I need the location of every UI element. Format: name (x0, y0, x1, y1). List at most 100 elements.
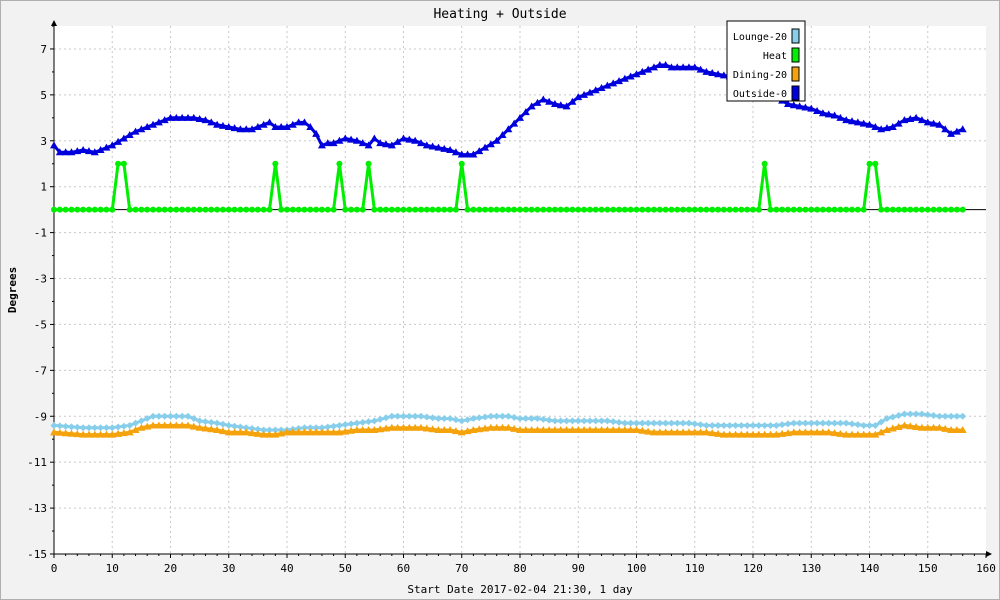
data-point (73, 430, 82, 438)
data-point (277, 429, 286, 437)
data-point (67, 148, 76, 156)
data-point (586, 417, 594, 425)
data-point (412, 206, 419, 213)
data-point (731, 430, 740, 438)
data-point (393, 137, 402, 145)
data-point (481, 413, 489, 421)
data-point (603, 417, 611, 425)
series-outside-0 (50, 61, 967, 158)
data-point (557, 417, 565, 425)
data-point (749, 430, 757, 438)
data-point (895, 411, 903, 419)
data-point (592, 417, 600, 425)
data-point (423, 206, 430, 213)
data-point (284, 206, 290, 213)
data-point (726, 206, 733, 213)
data-point (190, 206, 197, 213)
data-point (260, 426, 268, 434)
data-point (539, 426, 548, 434)
data-point (160, 421, 169, 429)
data-point (784, 206, 791, 213)
data-point (376, 425, 385, 433)
data-point (824, 110, 833, 118)
data-point (773, 206, 780, 213)
data-point (935, 120, 944, 128)
x-tick-label: 60 (397, 562, 410, 575)
data-point (422, 424, 431, 432)
data-point (597, 83, 606, 91)
data-point (906, 114, 915, 122)
x-tick-label: 30 (222, 562, 235, 575)
data-point (749, 421, 757, 429)
data-point (568, 97, 577, 105)
data-point (789, 428, 798, 436)
data-point (521, 426, 530, 434)
data-point (131, 127, 140, 135)
data-point (125, 428, 134, 436)
data-point (183, 113, 192, 121)
data-point (941, 412, 949, 420)
data-point (440, 144, 449, 152)
data-point (504, 125, 513, 133)
data-point (347, 135, 356, 143)
data-point (190, 415, 198, 423)
data-point (813, 106, 822, 114)
data-point (358, 139, 367, 147)
data-point (796, 206, 803, 213)
data-point (917, 116, 926, 124)
data-point (935, 423, 944, 431)
data-point (942, 206, 949, 213)
data-point (219, 206, 226, 213)
data-point (958, 426, 967, 434)
data-point (499, 206, 506, 213)
data-point (882, 124, 891, 132)
data-point (801, 419, 809, 427)
data-point (527, 426, 536, 434)
data-point (178, 412, 186, 420)
data-point (906, 422, 915, 430)
data-point (860, 206, 867, 213)
data-point (469, 426, 478, 434)
data-point (819, 419, 827, 427)
data-point (237, 206, 244, 213)
plot-area (54, 26, 986, 554)
data-point (97, 424, 105, 432)
data-point (504, 412, 512, 420)
data-point (207, 118, 216, 126)
data-point (405, 135, 414, 143)
data-point (842, 430, 851, 438)
data-point (126, 206, 133, 213)
data-point (574, 417, 582, 425)
data-point (649, 63, 658, 71)
data-point (283, 428, 291, 436)
data-point (684, 63, 693, 71)
data-point (621, 206, 628, 213)
data-point (271, 123, 280, 131)
data-point (243, 206, 250, 213)
y-tick-label: 1 (40, 181, 47, 194)
data-point (883, 206, 890, 213)
data-point (772, 421, 780, 429)
data-point (341, 427, 350, 435)
data-point (347, 426, 356, 434)
data-point (626, 72, 635, 80)
data-point (423, 413, 431, 421)
data-point (953, 412, 961, 420)
data-point (457, 150, 466, 158)
data-point (102, 430, 111, 438)
data-point (767, 206, 774, 213)
data-point (359, 418, 367, 426)
data-point (376, 415, 384, 423)
data-point (143, 422, 152, 430)
data-point (714, 421, 722, 429)
data-point (959, 206, 966, 213)
data-point (476, 206, 483, 213)
data-point (324, 423, 332, 431)
series-dining-20 (50, 421, 967, 438)
data-point (137, 417, 145, 425)
data-point (493, 412, 501, 420)
data-point (546, 206, 553, 213)
data-point (388, 412, 396, 420)
y-tick-label: -5 (34, 318, 47, 331)
data-point (486, 423, 495, 431)
